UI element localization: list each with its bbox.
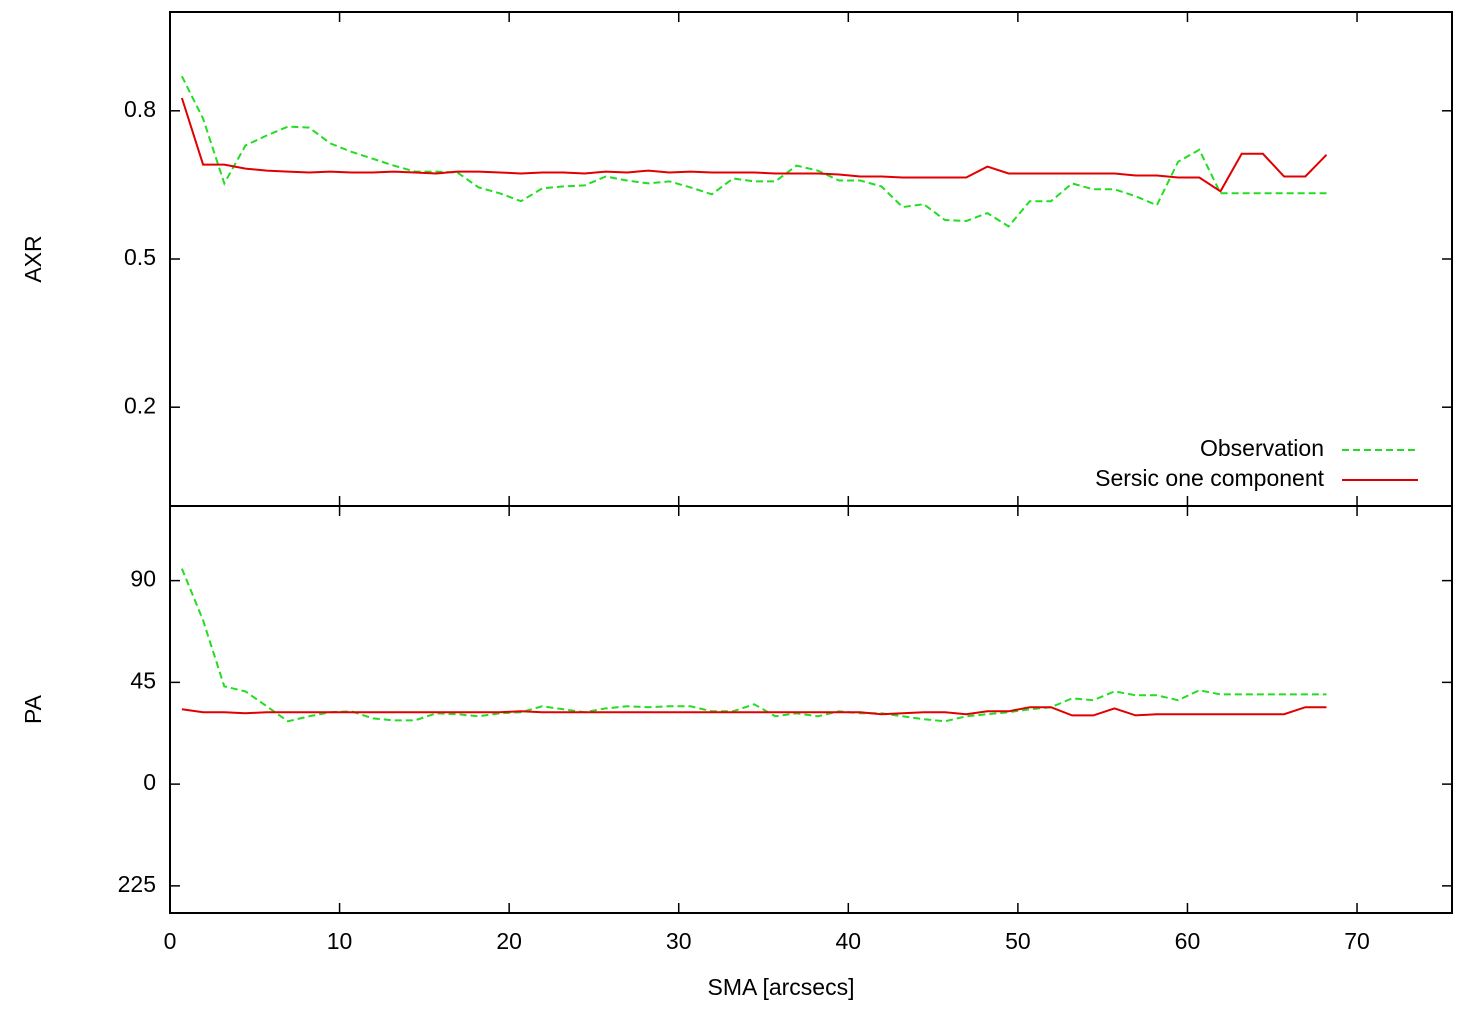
y-tick-label: 0 <box>143 769 156 795</box>
series-line <box>180 97 1328 193</box>
x-tick-label: 70 <box>1344 928 1370 954</box>
y-axis-label: PA <box>20 694 46 724</box>
x-axis-label: SMA [arcsecs] <box>708 974 855 1000</box>
x-tick-label: 50 <box>1005 928 1031 954</box>
x-tick-label: 0 <box>164 928 177 954</box>
series-line <box>181 75 1327 228</box>
x-tick-label: 40 <box>836 928 862 954</box>
legend-label: Sersic one component <box>1095 465 1324 491</box>
y-tick-label: 0.8 <box>124 96 156 122</box>
series-line <box>180 568 1327 723</box>
y-axis-label: AXR <box>20 235 46 282</box>
legend-label: Observation <box>1200 435 1324 461</box>
y-tick-label: 0.2 <box>124 392 156 418</box>
x-tick-label: 60 <box>1175 928 1201 954</box>
y-tick-label: 225 <box>118 871 156 897</box>
series-line <box>181 706 1327 717</box>
y-tick-label: 90 <box>130 566 156 592</box>
x-tick-label: 10 <box>327 928 353 954</box>
plot-frame <box>169 505 1453 914</box>
x-tick-label: 20 <box>496 928 522 954</box>
y-tick-label: 0.5 <box>124 244 156 270</box>
x-tick-label: 30 <box>666 928 692 954</box>
y-tick-label: 45 <box>130 667 156 693</box>
plot-frame <box>169 11 1453 507</box>
